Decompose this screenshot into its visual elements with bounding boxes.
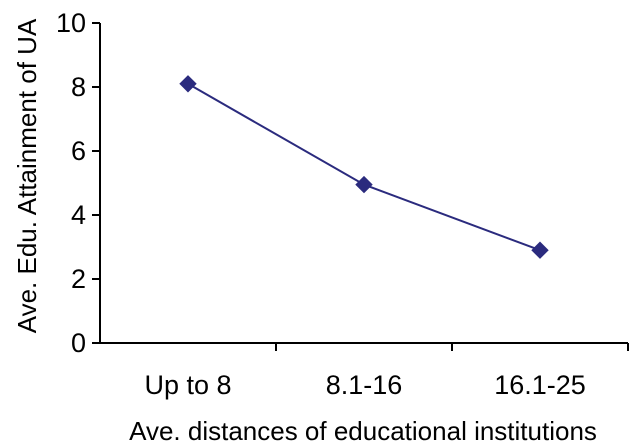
y-axis-title: Ave. Edu. Attainment of UA xyxy=(12,18,42,333)
data-point-marker xyxy=(531,241,549,259)
y-tick-label: 8 xyxy=(71,72,86,102)
x-tick-label: 16.1-25 xyxy=(494,370,586,400)
x-tick-label: 8.1-16 xyxy=(326,370,403,400)
y-tick-label: 4 xyxy=(71,200,86,230)
y-tick-label: 0 xyxy=(71,328,86,358)
y-tick-label: 10 xyxy=(56,8,86,38)
x-axis-ticks: Up to 8 8.1-16 16.1-25 xyxy=(144,343,629,400)
series-lines xyxy=(187,82,541,252)
series-points xyxy=(179,75,549,259)
y-axis-ticks: 0 2 4 6 8 10 xyxy=(56,8,100,358)
y-tick-label: 6 xyxy=(71,136,86,166)
data-point-marker xyxy=(179,75,197,93)
data-point-marker xyxy=(355,175,373,194)
x-tick-label: Up to 8 xyxy=(144,370,231,400)
y-tick-label: 2 xyxy=(71,264,86,294)
x-axis-title: Ave. distances of educational institutio… xyxy=(129,416,597,446)
series-line xyxy=(187,82,541,252)
axes xyxy=(99,23,628,344)
